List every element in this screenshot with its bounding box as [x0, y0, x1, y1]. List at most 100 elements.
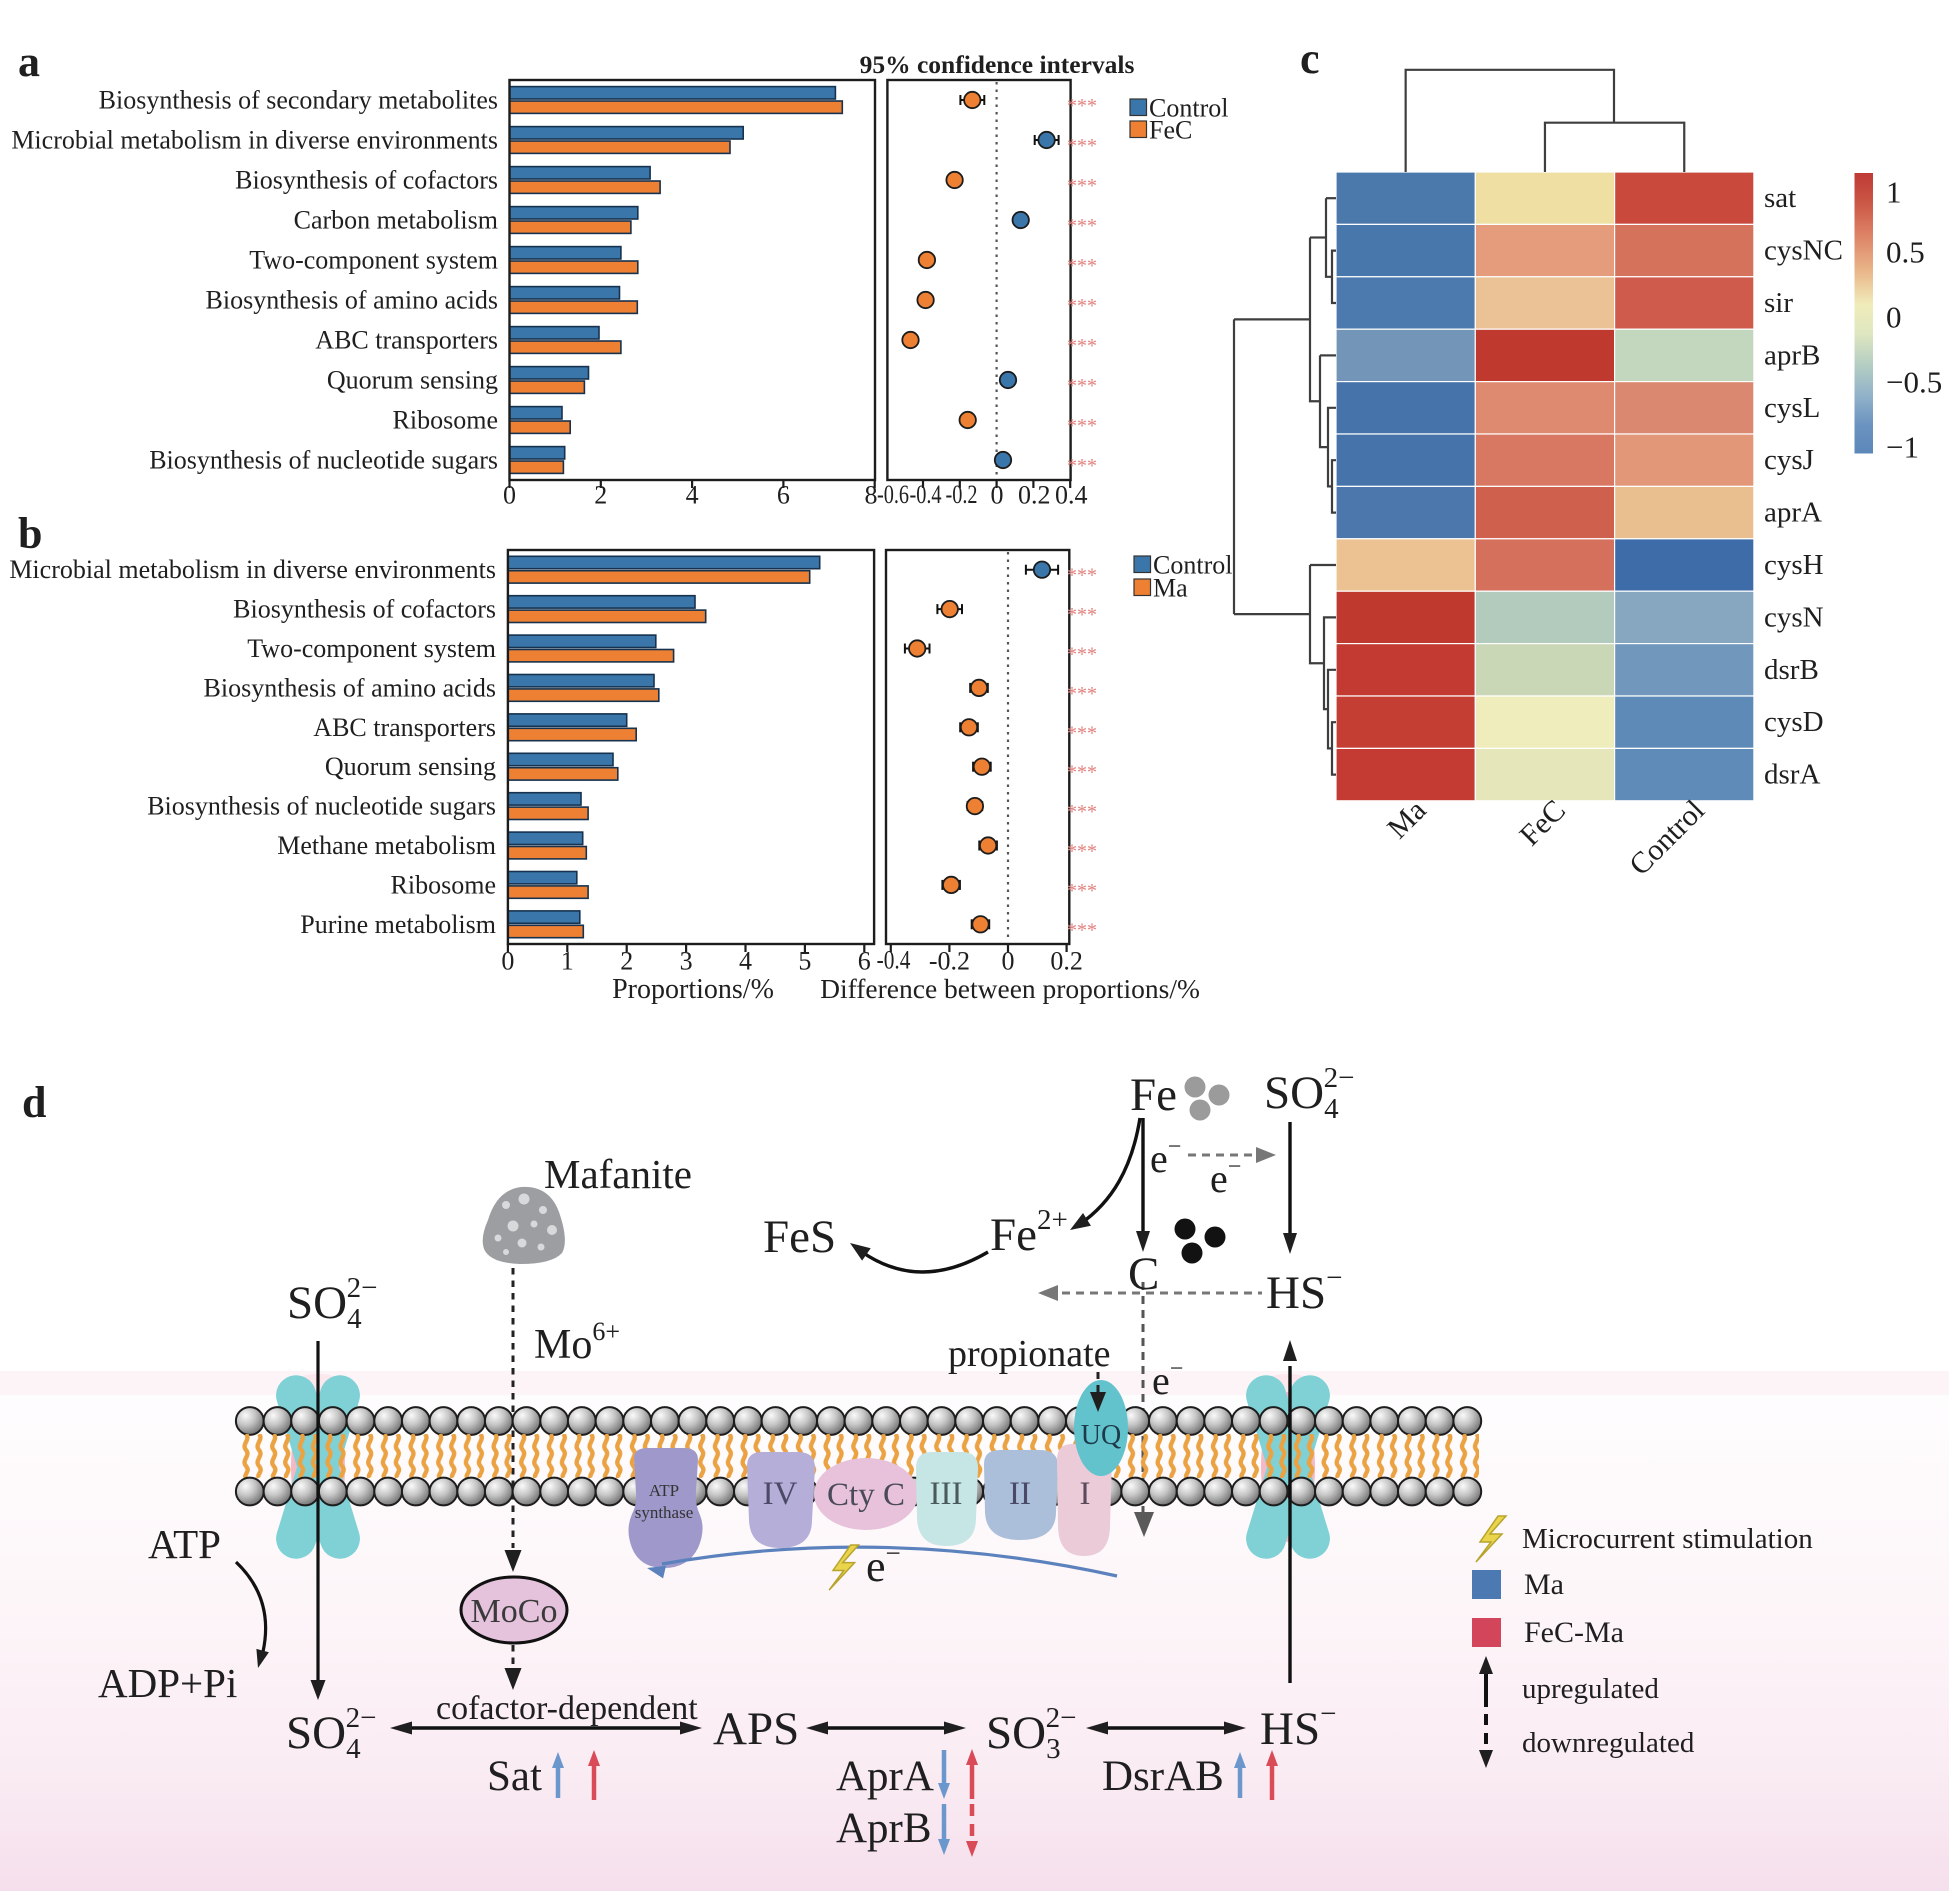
- svg-text:5: 5: [798, 947, 811, 976]
- svg-text:6: 6: [858, 947, 871, 976]
- svg-text:FeC: FeC: [1149, 116, 1192, 145]
- svg-text:***: ***: [1067, 335, 1097, 357]
- svg-text:cysJ: cysJ: [1764, 444, 1814, 476]
- svg-text:b: b: [18, 509, 42, 558]
- svg-text:SO42−: SO42−: [286, 1702, 376, 1765]
- svg-text:-0.6: -0.6: [877, 481, 909, 510]
- svg-text:DsrAB: DsrAB: [1102, 1753, 1224, 1800]
- svg-text:Biosynthesis of secondary meta: Biosynthesis of secondary metabolites: [99, 86, 498, 115]
- svg-text:Mafanite: Mafanite: [544, 1151, 692, 1197]
- svg-text:***: ***: [1067, 762, 1097, 784]
- svg-text:2: 2: [620, 947, 633, 976]
- svg-text:***: ***: [1067, 919, 1097, 941]
- svg-text:propionate: propionate: [948, 1333, 1111, 1375]
- svg-text:1: 1: [1886, 175, 1902, 210]
- svg-text:***: ***: [1067, 722, 1097, 744]
- svg-text:***: ***: [1067, 415, 1097, 437]
- svg-text:IV: IV: [763, 1476, 798, 1512]
- svg-text:aprB: aprB: [1764, 339, 1820, 371]
- svg-text:2: 2: [594, 481, 607, 510]
- svg-text:c: c: [1300, 34, 1320, 83]
- svg-text:synthase: synthase: [635, 1503, 694, 1522]
- svg-text:Two-component system: Two-component system: [249, 246, 498, 275]
- svg-text:***: ***: [1067, 215, 1097, 237]
- svg-text:***: ***: [1067, 175, 1097, 197]
- svg-text:FeC-Ma: FeC-Ma: [1524, 1616, 1624, 1649]
- svg-text:Two-component system: Two-component system: [247, 634, 496, 663]
- svg-text:Fe: Fe: [1130, 1069, 1177, 1121]
- svg-text:Biosynthesis of nucleotide sug: Biosynthesis of nucleotide sugars: [149, 446, 498, 475]
- svg-text:***: ***: [1067, 135, 1097, 157]
- svg-text:aprA: aprA: [1764, 497, 1822, 529]
- svg-text:Biosynthesis of nucleotide sug: Biosynthesis of nucleotide sugars: [147, 792, 496, 821]
- svg-text:8: 8: [865, 481, 878, 510]
- svg-text:-0.4: -0.4: [877, 947, 911, 975]
- svg-text:APS: APS: [713, 1703, 799, 1755]
- svg-text:C: C: [1128, 1248, 1159, 1300]
- svg-text:95% confidence intervals: 95% confidence intervals: [860, 50, 1135, 79]
- svg-text:Biosynthesis of cofactors: Biosynthesis of cofactors: [233, 595, 496, 624]
- svg-text:Ma: Ma: [1153, 574, 1188, 603]
- svg-text:cysH: cysH: [1764, 549, 1824, 581]
- svg-text:Ma: Ma: [1524, 1568, 1564, 1601]
- svg-text:***: ***: [1067, 95, 1097, 117]
- svg-text:***: ***: [1067, 565, 1097, 587]
- svg-text:***: ***: [1067, 604, 1097, 626]
- svg-text:ATP: ATP: [649, 1481, 679, 1500]
- svg-text:II: II: [1009, 1476, 1031, 1512]
- svg-text:ATP: ATP: [148, 1521, 221, 1567]
- svg-text:1: 1: [561, 947, 574, 976]
- svg-text:Ribosome: Ribosome: [393, 406, 498, 435]
- svg-text:Difference between proportions: Difference between proportions/%: [820, 973, 1200, 1004]
- svg-text:Carbon metabolism: Carbon metabolism: [294, 206, 498, 235]
- svg-text:***: ***: [1067, 880, 1097, 902]
- svg-text:Control: Control: [1149, 94, 1228, 123]
- svg-text:0.4: 0.4: [1055, 481, 1088, 510]
- svg-text:downregulated: downregulated: [1522, 1727, 1695, 1759]
- svg-text:0: 0: [1886, 300, 1902, 335]
- svg-text:Purine metabolism: Purine metabolism: [300, 910, 496, 939]
- svg-text:Biosynthesis of amino acids: Biosynthesis of amino acids: [204, 673, 496, 702]
- svg-text:I: I: [1080, 1476, 1091, 1512]
- svg-text:-0.4: -0.4: [909, 481, 941, 510]
- svg-text:AprB: AprB: [836, 1805, 932, 1852]
- svg-text:***: ***: [1067, 644, 1097, 666]
- svg-text:Quorum sensing: Quorum sensing: [327, 366, 498, 395]
- svg-text:-0.2: -0.2: [929, 947, 970, 976]
- svg-text:cysN: cysN: [1764, 601, 1824, 633]
- svg-text:III: III: [930, 1476, 963, 1512]
- svg-text:***: ***: [1067, 841, 1097, 863]
- svg-text:***: ***: [1067, 455, 1097, 477]
- svg-text:a: a: [18, 37, 40, 86]
- svg-text:0.5: 0.5: [1886, 235, 1925, 270]
- svg-text:ABC transporters: ABC transporters: [313, 713, 496, 742]
- svg-text:cofactor-dependent: cofactor-dependent: [436, 1690, 698, 1727]
- svg-text:0: 0: [1002, 947, 1015, 976]
- svg-text:Biosynthesis of cofactors: Biosynthesis of cofactors: [235, 166, 498, 195]
- svg-text:Methane metabolism: Methane metabolism: [277, 831, 496, 860]
- svg-text:AprA: AprA: [836, 1753, 934, 1800]
- svg-text:0: 0: [991, 481, 1004, 510]
- svg-text:UQ: UQ: [1081, 1420, 1121, 1451]
- svg-text:cysD: cysD: [1764, 706, 1824, 738]
- svg-text:***: ***: [1067, 801, 1097, 823]
- svg-text:−0.5: −0.5: [1886, 365, 1942, 400]
- svg-text:Cty C: Cty C: [827, 1477, 905, 1513]
- svg-text:e−: e−: [1150, 1134, 1181, 1181]
- svg-text:Microbial metabolism in divers: Microbial metabolism in diverse environm…: [9, 555, 496, 584]
- svg-text:***: ***: [1067, 375, 1097, 397]
- svg-text:Biosynthesis of amino acids: Biosynthesis of amino acids: [206, 286, 498, 315]
- svg-text:***: ***: [1067, 295, 1097, 317]
- svg-text:Control: Control: [1153, 551, 1232, 580]
- svg-text:upregulated: upregulated: [1522, 1673, 1659, 1705]
- svg-text:Microbial metabolism in divers: Microbial metabolism in diverse environm…: [11, 126, 498, 155]
- svg-text:0.2: 0.2: [1050, 947, 1083, 976]
- svg-text:cysL: cysL: [1764, 392, 1820, 424]
- svg-text:ADP+Pi: ADP+Pi: [98, 1660, 237, 1706]
- svg-text:Microcurrent stimulation: Microcurrent stimulation: [1522, 1523, 1813, 1555]
- svg-text:sir: sir: [1764, 287, 1793, 319]
- svg-text:ABC transporters: ABC transporters: [315, 326, 498, 355]
- svg-text:3: 3: [680, 947, 693, 976]
- svg-text:MoCo: MoCo: [471, 1593, 558, 1630]
- svg-text:d: d: [22, 1078, 46, 1127]
